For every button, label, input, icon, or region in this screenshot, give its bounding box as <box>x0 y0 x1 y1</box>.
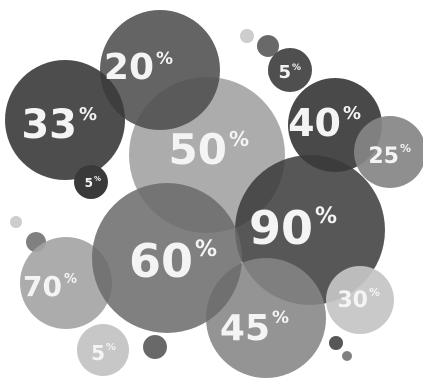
label-5-left-number: 5 <box>85 176 93 190</box>
bubble-60 <box>206 258 326 378</box>
bubble-70 <box>92 183 242 333</box>
dot <box>143 335 167 359</box>
label-60-percent: % <box>272 308 289 328</box>
label-20-percent: % <box>156 49 173 69</box>
bubble-5-bottom <box>77 324 129 376</box>
bubble-5-left <box>74 165 108 199</box>
label-20-number: 20 <box>104 47 154 88</box>
label-5-top-percent: % <box>292 63 301 73</box>
bubble-20 <box>100 10 220 130</box>
label-5-left-percent: % <box>94 175 101 183</box>
label-30-number: 30 <box>337 288 368 313</box>
dot <box>257 35 279 57</box>
bubble-25 <box>354 116 423 188</box>
dot <box>10 216 22 228</box>
bubble-5-top <box>268 48 312 92</box>
dot <box>240 29 254 43</box>
label-50-number: 50 <box>169 125 227 174</box>
bubbles <box>5 10 423 378</box>
label-33-number: 33 <box>21 102 77 148</box>
label-90-percent: % <box>315 204 337 229</box>
label-5-top-number: 5 <box>278 62 291 83</box>
label-33-percent: % <box>79 104 97 125</box>
bubble-30 <box>326 266 394 334</box>
label-45-number: 70 <box>23 270 62 303</box>
bubble-33 <box>5 60 125 180</box>
label-25-number: 25 <box>368 144 399 169</box>
label-40-number: 40 <box>288 101 341 145</box>
label-70-number: 60 <box>129 234 193 288</box>
label-40-percent: % <box>343 103 361 124</box>
label-45-percent: % <box>64 272 77 287</box>
label-50-percent: % <box>229 127 249 151</box>
label-70-percent: % <box>195 237 217 262</box>
bubble-45 <box>20 237 112 329</box>
label-60-number: 45 <box>220 308 270 349</box>
label-30-percent: % <box>369 286 380 299</box>
labels: 20 % 33 % 50 % 40 % 25 % 5 % 5 % 90 % 70… <box>21 47 411 365</box>
dot <box>342 351 352 361</box>
label-90-number: 90 <box>249 201 313 255</box>
label-5-bottom-percent: % <box>106 342 116 353</box>
label-5-bottom-number: 5 <box>91 341 105 365</box>
label-25-percent: % <box>400 142 411 155</box>
dot <box>329 336 343 350</box>
